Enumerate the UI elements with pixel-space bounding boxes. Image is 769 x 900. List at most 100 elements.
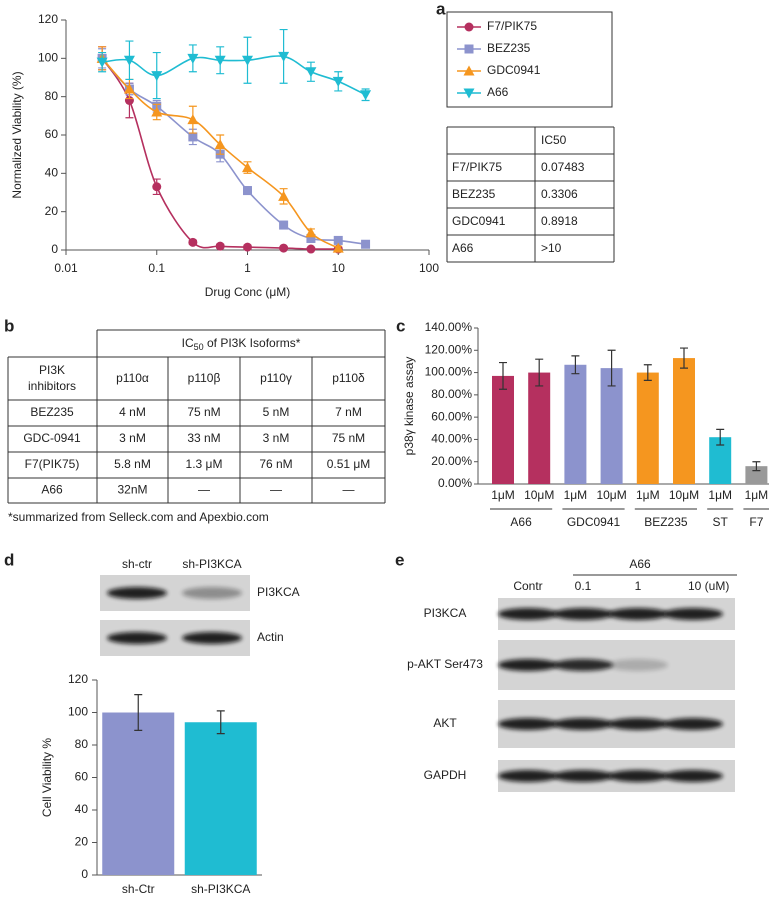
blot-band [663, 770, 723, 782]
table-header: PI3K [39, 363, 65, 377]
marker [214, 55, 226, 66]
y-tick-label: 60.00% [431, 409, 472, 423]
x-tick-label: 1μM [636, 488, 660, 502]
table-header: IC50 [541, 133, 567, 147]
marker [123, 55, 135, 66]
table-cell: >10 [541, 241, 562, 255]
legend-label: F7/PIK75 [487, 19, 537, 33]
legend-marker [464, 44, 474, 54]
error-bar [499, 361, 507, 390]
marker [243, 186, 252, 196]
table-cell: 5.8 nM [114, 457, 151, 471]
lane-label: sh-ctr [122, 557, 152, 571]
marker [187, 53, 199, 64]
error-bar [571, 355, 580, 375]
table-cell: 0.8918 [541, 214, 578, 228]
y-tick-label: 80.00% [431, 387, 472, 401]
blot-band [608, 718, 668, 730]
band-label: GAPDH [424, 768, 467, 782]
marker [360, 90, 372, 101]
bar [528, 372, 551, 484]
x-axis-title: Drug Conc (μM) [205, 285, 291, 299]
y-tick-label: 100.00% [425, 365, 473, 379]
y-tick-label: 120 [68, 672, 88, 686]
y-tick-label: 140.00% [425, 320, 473, 334]
marker [151, 71, 163, 82]
marker [279, 220, 289, 230]
group-label: F7 [749, 515, 763, 529]
y-tick-label: 80 [75, 737, 89, 751]
x-tick-label: 1μM [564, 488, 588, 502]
table-cell: 33 nM [187, 431, 220, 445]
table-cell: 32nM [117, 483, 147, 497]
x-tick-label: 0.1 [148, 261, 165, 275]
panel-label: e [395, 550, 404, 569]
y-tick-label: 40 [45, 166, 59, 180]
blot-band [608, 770, 668, 782]
blot-band [663, 608, 723, 620]
table-cell: 0.51 μM [327, 457, 371, 471]
blot-band [553, 770, 613, 782]
table-cell: GDC0941 [452, 214, 506, 228]
lane-label: sh-PI3KCA [182, 557, 241, 571]
error-bar [680, 347, 688, 369]
x-tick-label: 10μM [524, 488, 554, 502]
table-cell: F7/PIK75 [452, 160, 502, 174]
table-header: inhibitors [28, 379, 76, 393]
legend-marker [464, 22, 474, 32]
blot-band [107, 632, 167, 644]
marker [361, 239, 371, 249]
error-bar [134, 694, 143, 731]
bar [745, 466, 768, 484]
table-cell: 76 nM [259, 457, 292, 471]
lane-label: 1 [635, 579, 642, 593]
table-row-name: A66 [41, 483, 63, 497]
marker [188, 132, 198, 142]
marker [123, 83, 135, 94]
blot-band [498, 659, 558, 671]
group-label: A66 [510, 515, 532, 529]
y-axis-title: p38γ kinase assay [402, 357, 416, 456]
blot-band [498, 718, 558, 730]
table-cell: 5 nM [263, 405, 290, 419]
marker [279, 243, 289, 253]
table-cell: BEZ235 [452, 187, 496, 201]
group-label: GDC0941 [567, 515, 621, 529]
y-axis-title: Cell Viability % [40, 738, 54, 817]
band-label: PI3KCA [424, 606, 467, 620]
marker [242, 162, 253, 173]
table-cell: 0.3306 [541, 187, 578, 201]
bar [102, 712, 175, 875]
table-header: p110α [116, 371, 149, 385]
table-row-name: F7(PIK75) [25, 457, 80, 471]
table-title: IC50 of PI3K Isoforms* [182, 336, 301, 352]
bar [564, 364, 587, 484]
y-tick-label: 60 [45, 127, 59, 141]
marker [242, 55, 253, 66]
y-tick-label: 0 [51, 242, 58, 256]
blot-band [663, 718, 723, 730]
y-tick-label: 20 [75, 835, 89, 849]
table-title-sub: 50 [194, 342, 204, 352]
y-tick-label: 80 [45, 89, 59, 103]
error-bar [716, 428, 725, 446]
marker [305, 67, 317, 78]
y-tick-label: 120 [38, 12, 58, 26]
x-tick-label: 1μM [708, 488, 732, 502]
marker [188, 237, 198, 247]
legend-marker [463, 88, 475, 99]
lane-label: 0.1 [575, 579, 592, 593]
error-bar [752, 461, 761, 472]
marker [151, 106, 163, 117]
x-tick-label: 1μM [745, 488, 769, 502]
y-tick-label: 20.00% [431, 454, 472, 468]
table-header: p110β [188, 371, 221, 385]
x-tick-label: 100 [419, 261, 439, 275]
lane-label: 10 (uM) [688, 579, 729, 593]
y-tick-label: 60 [75, 770, 89, 784]
marker [306, 234, 316, 243]
bar [636, 372, 659, 484]
band-label: AKT [433, 716, 457, 730]
marker [332, 76, 344, 87]
